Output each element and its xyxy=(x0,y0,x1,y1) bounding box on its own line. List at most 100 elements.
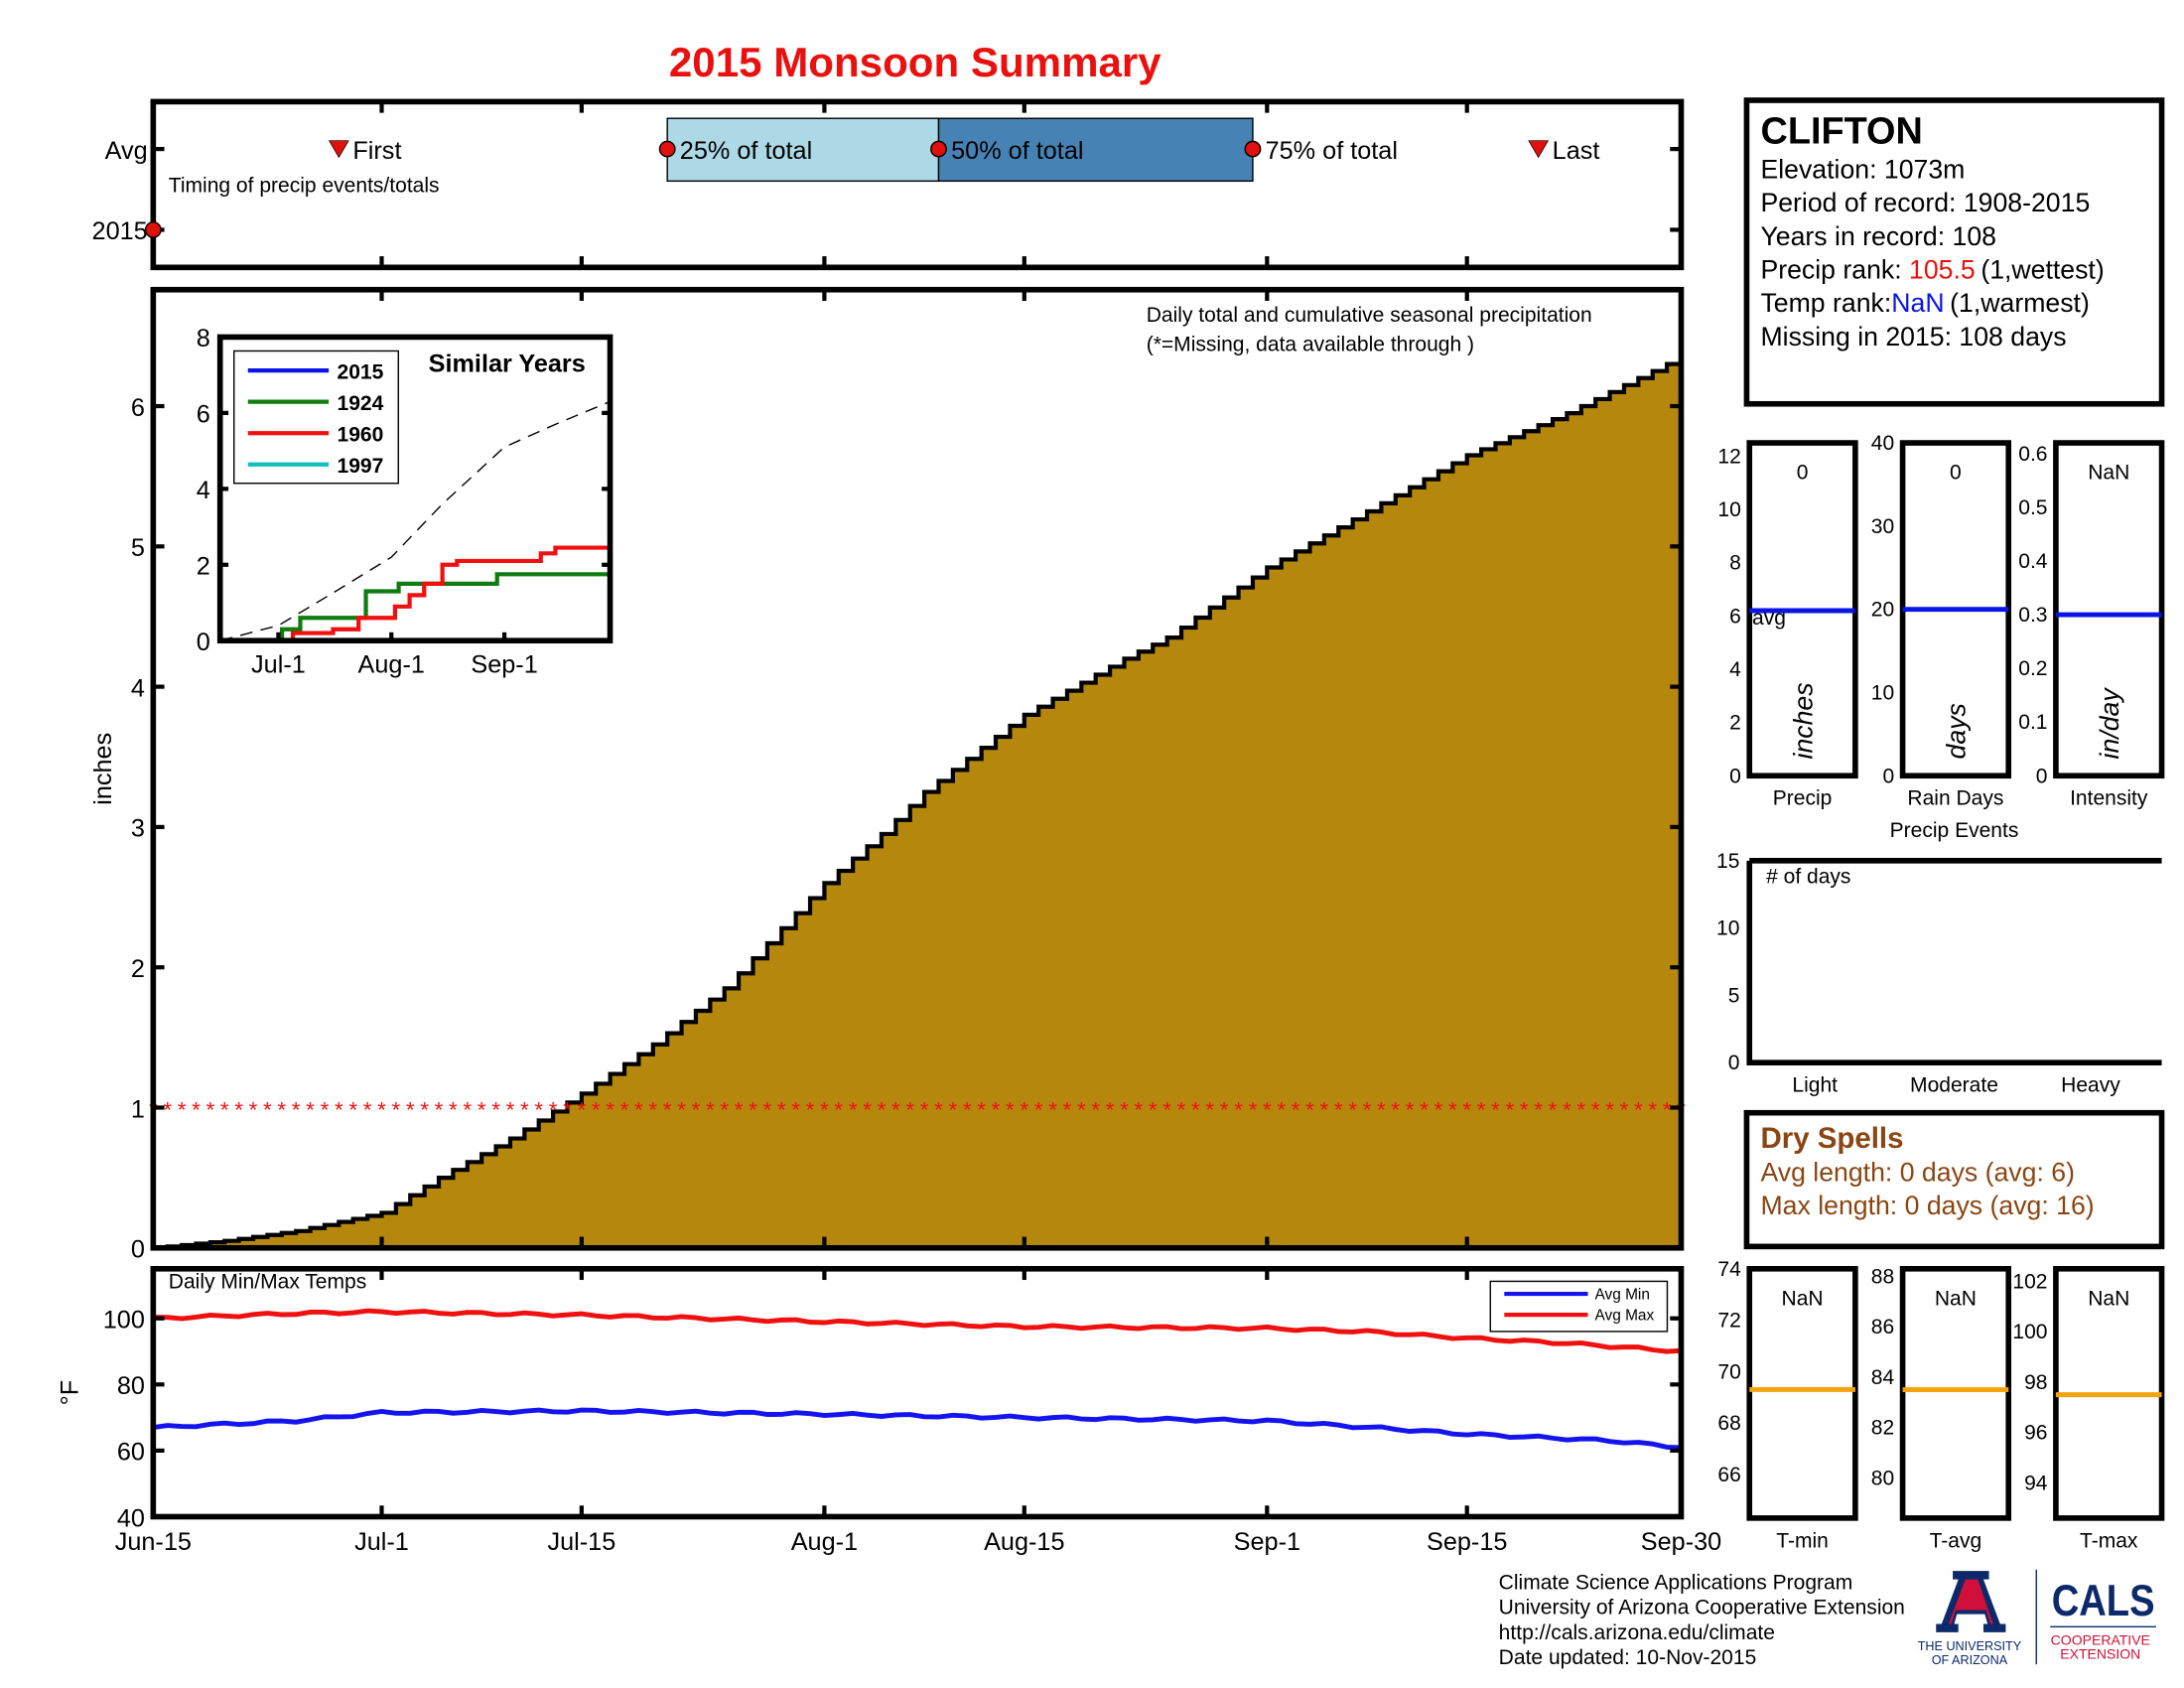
y-tick-label: 100 xyxy=(2012,1321,2047,1343)
x-tick-label: Aug-15 xyxy=(984,1528,1064,1556)
dry-spells-avg: Avg length: 0 days (avg: 6) xyxy=(1760,1157,2074,1187)
missing-marker: * xyxy=(1477,1097,1486,1122)
days-bar xyxy=(1926,1060,1982,1063)
y-tick-label: 15 xyxy=(1716,850,1739,873)
y-tick-label: 0.2 xyxy=(2018,657,2047,680)
last-triangle-icon xyxy=(1528,140,1550,159)
missing-marker: * xyxy=(620,1097,629,1122)
q50-band xyxy=(937,117,1254,183)
category-label: Heavy xyxy=(2061,1074,2120,1097)
series-line-1960 xyxy=(219,545,611,643)
y-tick-label: 30 xyxy=(1871,515,1894,538)
missing-marker: * xyxy=(1576,1097,1585,1122)
temp-rank-value: NaN xyxy=(1891,288,1944,318)
bar-value: 0 xyxy=(1950,462,1962,485)
series-line-1924 xyxy=(219,572,611,643)
missing-marker: * xyxy=(763,1097,772,1122)
first-label: First xyxy=(352,137,401,165)
missing-marker: * xyxy=(1591,1097,1600,1122)
x-tick-label: Jun-15 xyxy=(115,1528,192,1556)
missing-marker: * xyxy=(463,1097,472,1122)
days-bar xyxy=(2062,1060,2119,1063)
missing-marker: * xyxy=(491,1097,500,1122)
precip-rank-label: Precip rank: xyxy=(1760,255,1909,285)
missing-marker: * xyxy=(749,1097,757,1122)
missing-marker: * xyxy=(1663,1097,1672,1122)
inset-x-tick-label: Sep-1 xyxy=(471,650,537,678)
missing-marker: * xyxy=(549,1097,558,1122)
y-tick-label: 40 xyxy=(1871,432,1894,455)
temps-y-tick-label: 40 xyxy=(117,1504,145,1532)
missing-marker: * xyxy=(777,1097,786,1122)
chart-title: Daily total and cumulative seasonal prec… xyxy=(1147,304,1592,327)
missing-marker: * xyxy=(1634,1097,1643,1122)
x-tick-label: Jul-15 xyxy=(547,1528,615,1556)
bar-panel-frame xyxy=(1746,1266,1858,1521)
temp-rank-note: (1,warmest) xyxy=(1950,288,2090,318)
missing-marker: * xyxy=(263,1097,272,1122)
missing-marker: * xyxy=(905,1097,914,1122)
y-tick-label: 0.3 xyxy=(2018,604,2047,627)
y-tick-label: 72 xyxy=(1717,1310,1740,1333)
missing-marker: * xyxy=(1277,1097,1286,1122)
missing-marker: * xyxy=(321,1097,330,1122)
missing-marker: * xyxy=(1305,1097,1314,1122)
dry-spells-max: Max length: 0 days (avg: 16) xyxy=(1760,1191,2094,1220)
missing-marker: * xyxy=(949,1097,958,1122)
inset-title: Similar Years xyxy=(429,351,586,378)
svg-text:EXTENSION: EXTENSION xyxy=(2060,1646,2140,1662)
missing-marker: * xyxy=(1320,1097,1329,1122)
y-tick-label: 102 xyxy=(2012,1271,2047,1294)
y-tick-label: 5 xyxy=(1728,984,1740,1007)
missing-marker: * xyxy=(377,1097,386,1122)
temps-y-tick-label: 60 xyxy=(117,1439,145,1467)
missing-marker: * xyxy=(1620,1097,1629,1122)
missing-marker: * xyxy=(1149,1097,1158,1122)
station-frame xyxy=(1743,97,2165,407)
footer-link[interactable]: http://cals.arizona.edu/climate xyxy=(1499,1621,1775,1644)
bar-value: NaN xyxy=(1935,1287,1977,1310)
x-tick-label: Jul-1 xyxy=(354,1528,409,1556)
y-tick-label: 70 xyxy=(1717,1360,1740,1383)
bar-value: NaN xyxy=(1782,1287,1824,1310)
missing-marker: * xyxy=(1406,1097,1415,1122)
x-tick-label: Aug-1 xyxy=(791,1528,858,1556)
missing-marker: * xyxy=(1191,1097,1200,1122)
y-tick-label: 20 xyxy=(1871,599,1894,622)
missing-marker: * xyxy=(1106,1097,1115,1122)
svg-text:OF ARIZONA: OF ARIZONA xyxy=(1932,1653,2008,1667)
q25-band xyxy=(666,117,940,183)
missing-marker: * xyxy=(735,1097,744,1122)
temps-panel: Jun-15 Jul-1 Jul-15 Aug-1 Aug-15 Sep-1 Sep-15 S… xyxy=(57,1266,1721,1556)
missing-marker: * xyxy=(934,1097,943,1122)
missing-marker: * xyxy=(1448,1097,1457,1122)
bar-value: 0 xyxy=(1797,462,1809,485)
temps-legend xyxy=(1489,1280,1669,1333)
first-triangle-icon xyxy=(328,140,349,159)
y-axis-label: inches xyxy=(89,733,117,805)
y-tick-label: 2 xyxy=(1729,712,1741,735)
missing-marker: * xyxy=(606,1097,614,1122)
main-frame xyxy=(150,286,1685,1251)
missing-marker: * xyxy=(1520,1097,1529,1122)
missing-marker: * xyxy=(820,1097,829,1122)
inset-y-tick-label: 0 xyxy=(197,629,210,656)
missing-marker: * xyxy=(706,1097,715,1122)
missing-marker: * xyxy=(406,1097,415,1122)
missing-marker: * xyxy=(578,1097,587,1122)
temps-y-label: °F xyxy=(57,1380,84,1406)
missing-marker: * xyxy=(478,1097,486,1122)
unit-label: inches xyxy=(1788,682,1818,759)
inset-x-tick-label: Aug-1 xyxy=(358,650,425,678)
inset-y-tick-label: 4 xyxy=(197,477,210,504)
timing-panel: Avg 2015 Timing of precip events/totals … xyxy=(92,98,1685,271)
missing-marker: * xyxy=(863,1097,872,1122)
temp-line-avg-max xyxy=(153,1308,1682,1354)
missing-marker: * xyxy=(1177,1097,1186,1122)
missing-marker: * xyxy=(963,1097,972,1122)
y-tick-label: 5 xyxy=(131,534,145,562)
y-tick-label: 94 xyxy=(2024,1472,2048,1494)
station-info-box: CLIFTON Elevation: 1073m Period of recor… xyxy=(1743,97,2165,407)
temp-line-avg-min xyxy=(152,1407,1682,1451)
bar-panel-label: Intensity xyxy=(2070,787,2148,810)
